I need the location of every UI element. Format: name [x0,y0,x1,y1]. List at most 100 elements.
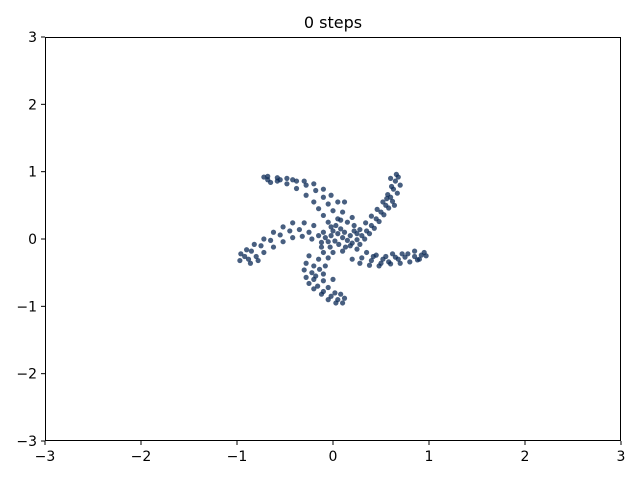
y-tick-label: 0 [28,232,37,248]
scatter-point [309,270,315,276]
scatter-point [335,199,341,205]
scatter-point [395,256,401,262]
scatter-point [316,206,322,212]
scatter-point [374,206,380,212]
scatter-point [316,233,322,239]
scatter-point [388,175,394,181]
scatter-point [311,199,317,205]
scatter-point [327,244,333,250]
scatter-point [270,244,277,250]
scatter-point [330,249,336,256]
x-tick-label: 1 [425,449,434,465]
scatter-point [349,214,355,221]
scatter-point [330,208,336,214]
scatter-point [280,239,286,245]
scatter-point [318,239,325,245]
scatter-point [338,226,344,232]
scatter-point [354,237,360,243]
scatter-point [301,267,307,273]
scatter-point [325,239,331,245]
scatter-point [333,222,339,229]
scatter-point [371,225,377,231]
y-tick-label: −2 [16,367,37,383]
scatter-point [293,185,300,192]
scatter-point [320,229,326,235]
scatter-point [253,253,259,260]
scatter-point [394,190,400,196]
scatter-point [376,263,382,269]
scatter-point [258,243,264,249]
scatter-point [261,174,267,180]
scatter-point [366,231,373,237]
scatter-point [318,291,325,297]
scatter-point [397,260,403,266]
scatter-point [325,255,331,261]
scatter-point [328,192,334,198]
scatter-point [340,248,346,254]
scatter-point [359,233,365,239]
scatter-point [320,249,326,256]
scatter-point [341,295,348,301]
scatter-point [320,186,326,192]
scatter-point [306,253,312,259]
scatter-point [325,201,331,207]
scatter-point [290,220,296,226]
scatter-point [333,300,339,306]
scatter-point [303,260,309,266]
scatter-point [309,236,315,242]
scatter-point [376,218,382,225]
scatter-point [335,231,341,237]
scatter-point [301,178,307,184]
scatter-point [340,209,346,215]
scatter-point [313,187,319,194]
scatter-point [357,241,363,247]
x-tick-label: −2 [131,449,152,465]
scatter-point [238,251,244,257]
scatter-point [357,226,363,233]
y-tick-label: 2 [28,97,37,113]
scatter-point [386,259,392,265]
scatter-point [320,278,326,284]
scatter-point [242,253,248,260]
scatter-point [354,246,360,252]
scatter-point [290,235,296,241]
scatter-point [344,237,350,243]
scatter-point [392,178,398,184]
scatter-point [391,202,398,208]
scatter-point [311,263,317,269]
x-tick-label: −3 [35,449,56,465]
scatter-point [399,251,405,257]
scatter-point [261,249,267,256]
scatter-point [325,219,331,225]
scatter-point [296,226,302,233]
scatter-point [336,241,342,247]
scatter-point [364,249,370,256]
scatter-point [270,229,277,235]
scatter-point [351,222,357,229]
scatter-point [344,219,350,225]
scatter-point [325,297,331,303]
scatter-point [303,182,309,188]
scatter-point [412,248,418,254]
scatter-point [303,192,309,198]
scatter-point [280,224,286,230]
scatter-point [397,182,403,188]
scatter-point [325,284,331,291]
scatter-point [313,273,319,279]
scatter-point [316,256,322,262]
scatter-point [340,300,346,306]
scatter-point [405,251,411,257]
scatter-point [389,251,396,257]
scatter-point [244,247,250,253]
scatter-point [301,220,307,226]
scatter-point [380,199,386,205]
scatter-point [340,235,346,241]
scatter-point [359,255,365,261]
scatter-point [368,257,374,264]
scatter-point [363,220,369,226]
scatter-point [362,236,368,242]
scatter-point [315,283,321,289]
y-axis: −3 −2 −1 0 1 2 3 [16,30,45,450]
scatter-point [248,248,254,254]
